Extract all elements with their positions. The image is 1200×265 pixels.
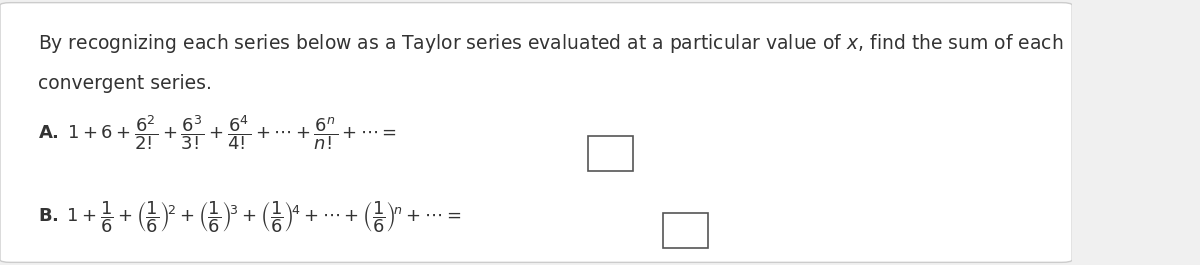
Text: convergent series.: convergent series. <box>37 74 211 93</box>
Text: By recognizing each series below as a Taylor series evaluated at a particular va: By recognizing each series below as a Ta… <box>37 32 1063 55</box>
FancyBboxPatch shape <box>588 136 632 171</box>
FancyBboxPatch shape <box>662 213 708 248</box>
FancyBboxPatch shape <box>0 3 1072 262</box>
Text: $\mathbf{B.}\; 1 + \dfrac{1}{6} + \left(\dfrac{1}{6}\right)^{\!2} + \left(\dfrac: $\mathbf{B.}\; 1 + \dfrac{1}{6} + \left(… <box>37 200 461 235</box>
Text: $\mathbf{A.}\; 1 + 6 + \dfrac{6^2}{2!} + \dfrac{6^3}{3!} + \dfrac{6^4}{4!} + \cd: $\mathbf{A.}\; 1 + 6 + \dfrac{6^2}{2!} +… <box>37 113 396 152</box>
